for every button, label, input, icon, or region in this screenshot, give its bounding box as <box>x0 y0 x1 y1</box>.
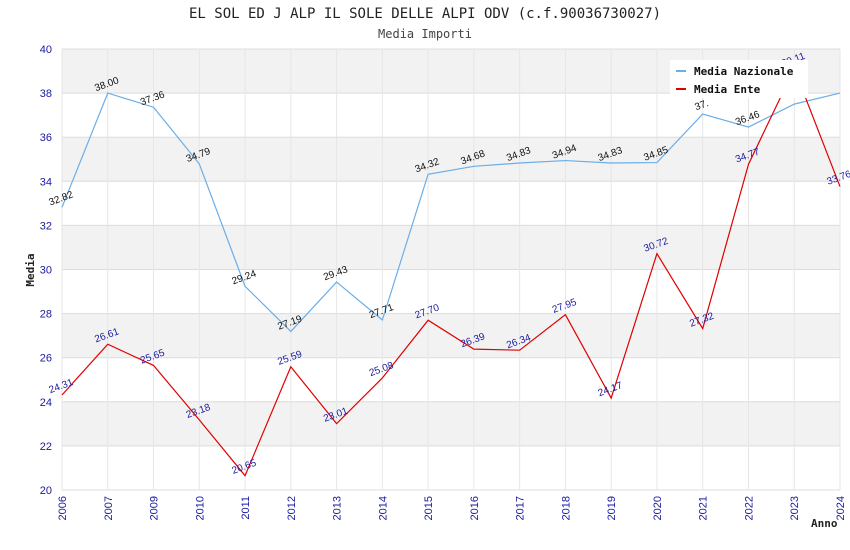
y-tick-label: 38 <box>40 88 52 100</box>
x-tick-label: 2014 <box>377 496 389 520</box>
x-tick-label: 2009 <box>149 496 161 520</box>
data-label: 37. <box>693 98 710 113</box>
y-tick-label: 20 <box>40 485 52 497</box>
legend-swatch-media-nazionale <box>676 70 686 72</box>
grid-lines <box>61 48 841 491</box>
y-tick-label: 32 <box>40 220 52 232</box>
y-tick-label: 24 <box>40 397 52 409</box>
legend-label-media-ente: Media Ente <box>694 82 761 96</box>
y-tick-label: 34 <box>40 176 52 188</box>
legend-item-media-ente: Media Ente <box>676 81 760 97</box>
grid-bands <box>62 49 840 490</box>
grid-band <box>62 401 840 446</box>
grid-band <box>62 225 840 270</box>
x-tick-label: 2022 <box>743 496 755 520</box>
x-tick-label: 2023 <box>789 496 801 520</box>
x-tick-label: 2017 <box>515 496 527 520</box>
y-tick-label: 36 <box>40 132 52 144</box>
series-line-media-nazionale <box>61 92 841 333</box>
x-axis-label: Anno <box>811 517 838 530</box>
y-tick-label: 30 <box>40 265 52 277</box>
x-tick-label: 2018 <box>560 496 572 520</box>
x-tick-label: 2024 <box>835 496 847 520</box>
legend-swatch-media-ente <box>676 88 686 90</box>
chart-title: EL SOL ED J ALP IL SOLE DELLE ALPI ODV (… <box>188 6 661 22</box>
legend-label-media-nazionale: Media Nazionale <box>694 64 794 78</box>
x-tick-label: 2013 <box>332 496 344 520</box>
y-axis-ticks: 20 22 24 26 28 30 32 34 36 38 40 <box>40 44 52 497</box>
x-tick-label: 2010 <box>194 496 206 520</box>
grid-band <box>62 357 840 402</box>
legend: Media Nazionale Media Ente <box>670 60 808 98</box>
grid-band <box>62 181 840 226</box>
y-tick-label: 28 <box>40 309 52 321</box>
grid-band <box>62 93 840 138</box>
x-tick-label: 2020 <box>652 496 664 520</box>
grid-band <box>62 445 840 490</box>
series-line-media-ente <box>61 67 841 477</box>
y-axis-label: Media <box>24 253 37 286</box>
chart-subtitle: Media Importi <box>378 27 472 41</box>
y-tick-label: 26 <box>40 353 52 365</box>
x-tick-label: 2007 <box>103 496 115 520</box>
x-tick-label: 2021 <box>698 496 710 520</box>
legend-item-media-nazionale: Media Nazionale <box>676 63 793 79</box>
y-tick-label: 40 <box>40 44 52 56</box>
y-tick-label: 22 <box>40 441 52 453</box>
x-tick-label: 2006 <box>57 496 69 520</box>
x-tick-label: 2015 <box>423 496 435 520</box>
grid-band <box>62 137 840 182</box>
x-tick-label: 2012 <box>286 496 298 520</box>
x-tick-label: 2011 <box>240 496 252 520</box>
grid-band <box>62 269 840 314</box>
grid-band <box>62 313 840 358</box>
x-tick-label: 2016 <box>469 496 481 520</box>
x-axis-ticks: 2006 2007 2009 2010 2011 2012 2013 2014 2015 2016… <box>57 496 847 520</box>
x-tick-label: 2019 <box>606 496 618 520</box>
series-lines <box>61 67 841 477</box>
